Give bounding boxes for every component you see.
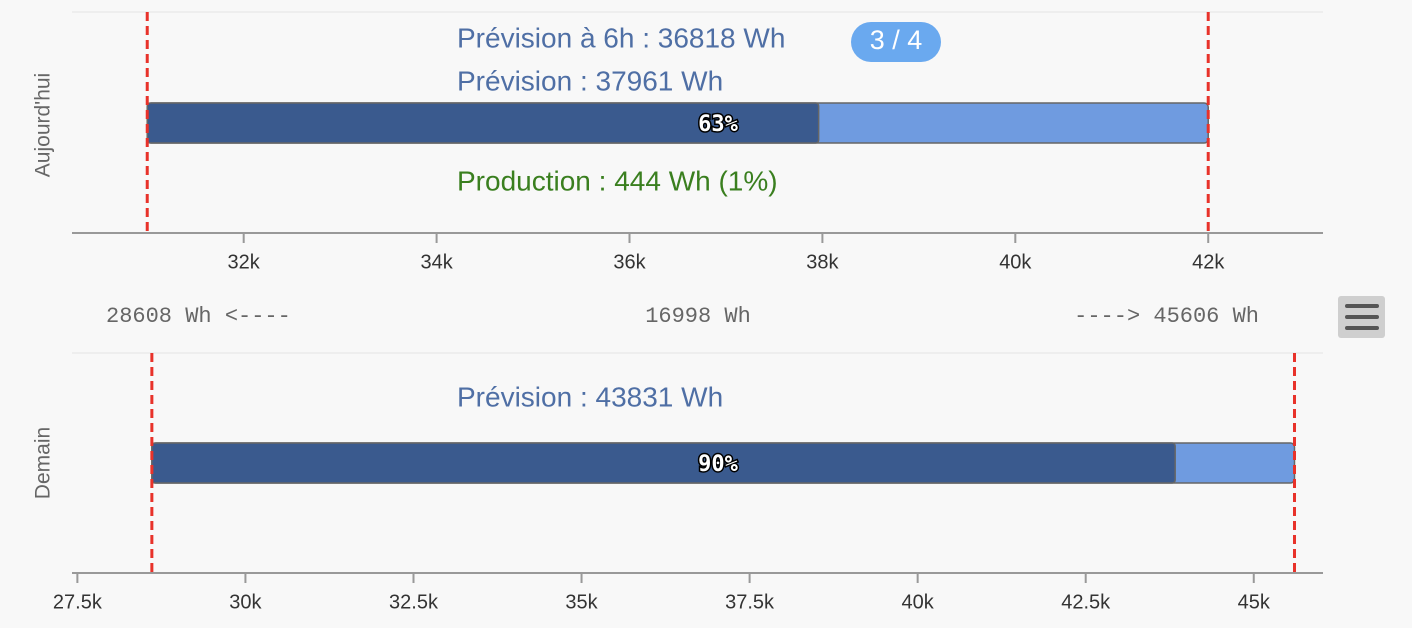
x-tick-label: 27.5k: [53, 591, 103, 613]
x-tick-label: 45k: [1238, 591, 1271, 613]
annotation: Prévision : 37961 Wh: [457, 65, 723, 96]
annotation: Prévision à 6h : 36818 Wh: [457, 22, 785, 53]
range-span: 16998 Wh: [645, 304, 751, 329]
x-tick-label: 42k: [1192, 251, 1225, 273]
badge: 3 / 4: [870, 25, 923, 55]
x-tick-label: 40k: [999, 251, 1032, 273]
x-tick-label: 37.5k: [725, 591, 775, 613]
x-tick-label: 32k: [228, 251, 261, 273]
bar: [146, 102, 820, 144]
badge-bg: [851, 22, 941, 62]
production: Production : 444 Wh (1%): [457, 165, 778, 196]
x-tick-label: 30k: [229, 591, 262, 613]
y-axis-label: Aujourd'hui: [32, 73, 55, 177]
annotation: Prévision : 43831 Wh: [457, 381, 723, 412]
x-tick-label: 38k: [806, 251, 839, 273]
bar: [151, 442, 1176, 484]
x-tick-label: 32.5k: [389, 591, 439, 613]
bar-label: 63%: [698, 112, 738, 137]
x-tick-label: 34k: [420, 251, 453, 273]
x-tick-label: 42.5k: [1061, 591, 1111, 613]
x-tick-label: 36k: [613, 251, 646, 273]
range-max: ----> 45606 Wh: [1074, 304, 1259, 329]
x-tick-label: 35k: [565, 591, 598, 613]
bar-label: 90%: [698, 452, 738, 477]
menu-button[interactable]: [1338, 296, 1385, 338]
y-axis-label: Demain: [32, 427, 55, 499]
x-tick-label: 40k: [902, 591, 935, 613]
range-min: 28608 Wh <----: [106, 304, 291, 329]
